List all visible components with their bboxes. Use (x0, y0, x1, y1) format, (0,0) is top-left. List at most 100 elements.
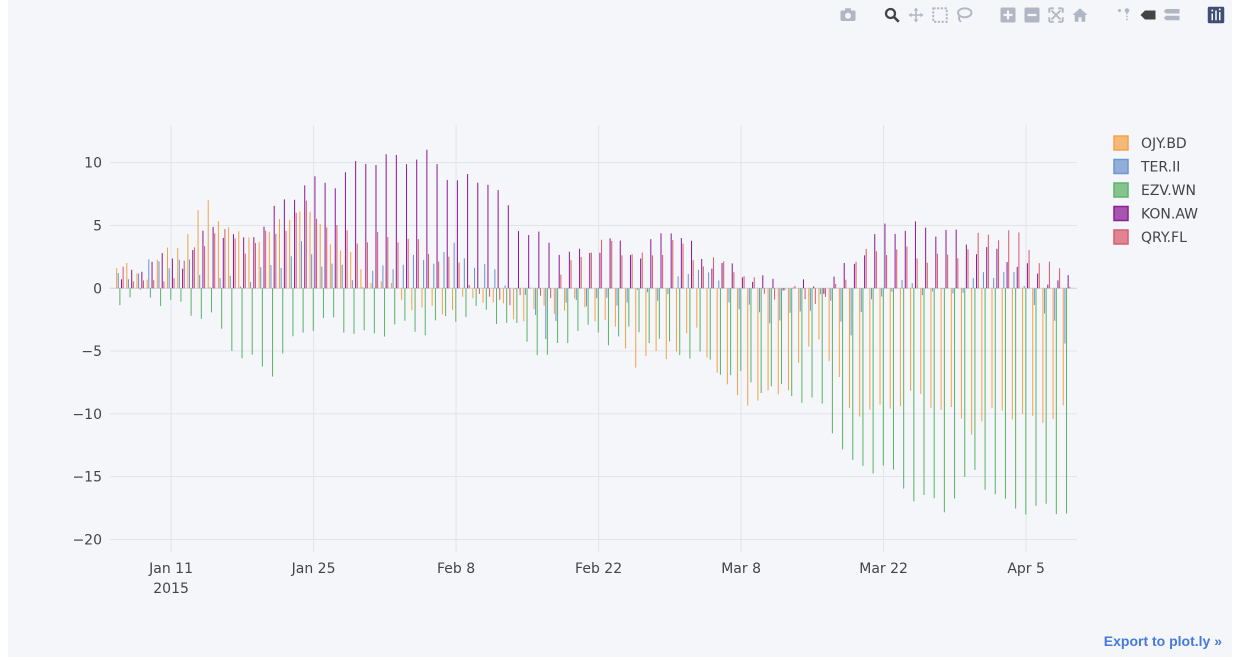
bar-ojy-bd[interactable] (971, 288, 973, 435)
bar-qry-fl[interactable] (906, 246, 908, 289)
bar-qry-fl[interactable] (173, 278, 175, 289)
bar-kon-aw[interactable] (131, 269, 133, 289)
bar-qry-fl[interactable] (662, 255, 664, 289)
bar-ojy-bd[interactable] (340, 250, 342, 289)
bar-ter-ii[interactable] (127, 279, 129, 289)
bar-ter-ii[interactable] (524, 288, 526, 295)
bar-ojy-bd[interactable] (278, 218, 280, 289)
bar-kon-aw[interactable] (721, 263, 723, 289)
bar-kon-aw[interactable] (395, 154, 397, 289)
bar-ojy-bd[interactable] (757, 288, 759, 401)
bar-ojy-bd[interactable] (1042, 288, 1044, 423)
bar-kon-aw[interactable] (772, 278, 774, 289)
bar-ojy-bd[interactable] (441, 288, 443, 315)
bar-ezv-wn[interactable] (485, 288, 487, 310)
bar-ter-ii[interactable] (891, 288, 893, 292)
bar-kon-aw[interactable] (314, 176, 316, 289)
bar-ezv-wn[interactable] (607, 288, 609, 346)
bar-kon-aw[interactable] (375, 165, 377, 289)
bar-ter-ii[interactable] (585, 288, 587, 307)
bar-ojy-bd[interactable] (462, 288, 464, 297)
bar-ezv-wn[interactable] (689, 288, 691, 359)
bar-ojy-bd[interactable] (777, 288, 779, 395)
bar-kon-aw[interactable] (406, 164, 408, 289)
bar-qry-fl[interactable] (763, 288, 765, 294)
bar-ezv-wn[interactable] (190, 288, 192, 316)
bar-ojy-bd[interactable] (146, 279, 148, 289)
bar-qry-fl[interactable] (875, 251, 877, 289)
bar-ter-ii[interactable] (626, 288, 628, 303)
bar-qry-fl[interactable] (265, 230, 267, 289)
bar-ojy-bd[interactable] (879, 288, 881, 405)
bar-ter-ii[interactable] (362, 287, 364, 289)
bar-qry-fl[interactable] (998, 240, 1000, 289)
bar-ezv-wn[interactable] (587, 288, 589, 325)
bar-ezv-wn[interactable] (770, 288, 772, 387)
bar-ojy-bd[interactable] (787, 288, 789, 391)
bar-kon-aw[interactable] (426, 149, 428, 289)
bar-kon-aw[interactable] (843, 262, 845, 289)
bar-qry-fl[interactable] (1008, 230, 1010, 289)
bar-ter-ii[interactable] (1003, 272, 1005, 289)
bar-ter-ii[interactable] (351, 280, 353, 289)
bar-ezv-wn[interactable] (200, 288, 202, 319)
bar-qry-fl[interactable] (316, 218, 318, 289)
bar-kon-aw[interactable] (548, 242, 550, 289)
bar-ter-ii[interactable] (178, 259, 180, 289)
bar-qry-fl[interactable] (387, 237, 389, 289)
bar-ezv-wn[interactable] (821, 288, 823, 404)
legend-swatch[interactable] (1113, 205, 1129, 222)
bar-qry-fl[interactable] (122, 266, 124, 289)
bar-qry-fl[interactable] (448, 256, 450, 289)
bar-ter-ii[interactable] (392, 269, 394, 289)
bar-qry-fl[interactable] (183, 260, 185, 289)
bar-ezv-wn[interactable] (831, 288, 833, 434)
bar-ter-ii[interactable] (484, 263, 486, 289)
bar-ezv-wn[interactable] (302, 288, 304, 333)
bar-ezv-wn[interactable] (882, 288, 884, 466)
bar-ter-ii[interactable] (453, 242, 455, 289)
bar-ezv-wn[interactable] (740, 288, 742, 371)
bar-qry-fl[interactable] (845, 279, 847, 289)
bar-ezv-wn[interactable] (811, 288, 813, 398)
bar-ezv-wn[interactable] (557, 288, 559, 343)
bar-ezv-wn[interactable] (974, 288, 976, 470)
bar-ezv-wn[interactable] (424, 288, 426, 336)
bar-qry-fl[interactable] (713, 257, 715, 289)
bar-kon-aw[interactable] (517, 231, 519, 289)
bar-ojy-bd[interactable] (1011, 288, 1013, 420)
bar-qry-fl[interactable] (855, 261, 857, 289)
bar-kon-aw[interactable] (538, 231, 540, 289)
bar-qry-fl[interactable] (529, 287, 531, 289)
bar-qry-fl[interactable] (478, 288, 480, 294)
bar-ojy-bd[interactable] (960, 288, 962, 419)
bar-ezv-wn[interactable] (577, 288, 579, 331)
bar-kon-aw[interactable] (253, 237, 255, 289)
bar-ter-ii[interactable] (596, 288, 598, 299)
bar-kon-aw[interactable] (365, 163, 367, 289)
bar-qry-fl[interactable] (346, 230, 348, 289)
bar-ter-ii[interactable] (412, 254, 414, 289)
bar-qry-fl[interactable] (947, 254, 949, 289)
bar-ter-ii[interactable] (820, 288, 822, 295)
bar-ter-ii[interactable] (158, 261, 160, 289)
bar-ter-ii[interactable] (779, 288, 781, 321)
bar-ojy-bd[interactable] (747, 288, 749, 406)
bar-ezv-wn[interactable] (373, 288, 375, 334)
bar-kon-aw[interactable] (334, 188, 336, 289)
bar-ter-ii[interactable] (728, 288, 730, 303)
bar-ter-ii[interactable] (921, 288, 923, 296)
bar-ter-ii[interactable] (647, 288, 649, 293)
bar-qry-fl[interactable] (285, 230, 287, 289)
bar-ojy-bd[interactable] (431, 288, 433, 306)
bar-kon-aw[interactable] (477, 182, 479, 289)
bar-kon-aw[interactable] (670, 233, 672, 289)
bar-ojy-bd[interactable] (411, 288, 413, 311)
bar-ezv-wn[interactable] (1015, 288, 1017, 509)
bar-kon-aw[interactable] (609, 238, 611, 289)
bar-qry-fl[interactable] (407, 238, 409, 289)
bar-ojy-bd[interactable] (798, 288, 800, 363)
bar-ter-ii[interactable] (738, 288, 740, 310)
bar-kon-aw[interactable] (884, 223, 886, 289)
legend-swatch[interactable] (1113, 182, 1129, 198)
